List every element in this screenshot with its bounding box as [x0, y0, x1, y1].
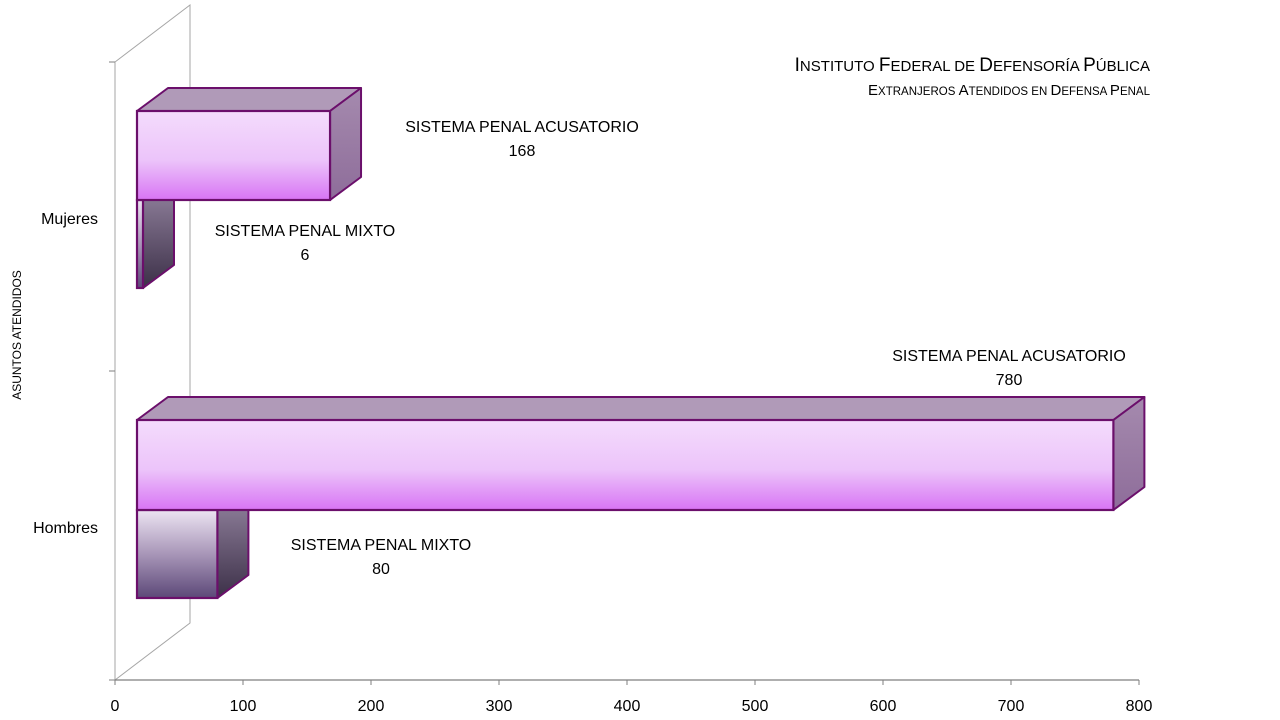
x-tick-label: 300	[486, 698, 513, 715]
x-tick-label: 500	[742, 698, 769, 715]
bar-mujeres-mixto-face	[135, 198, 145, 290]
bar-mujeres-acusatorio	[135, 87, 363, 202]
bar-hombres-acusatorio	[135, 396, 1146, 512]
bar-hombres-acusatorio-top	[136, 396, 1146, 421]
x-tick-label: 0	[111, 698, 120, 715]
data-label-series: SISTEMA PENAL MIXTO	[291, 537, 472, 554]
x-tick-label: 700	[998, 698, 1025, 715]
x-tick-label: 200	[358, 698, 385, 715]
chart-subtitle: EXTRANJEROS ATENDIDOS EN DEFENSA PENAL	[868, 82, 1151, 99]
data-label-hombres-mixto: SISTEMA PENAL MIXTO 80	[291, 537, 472, 578]
data-label-value: 168	[509, 143, 536, 160]
data-label-mujeres-acusatorio: SISTEMA PENAL ACUSATORIO 168	[405, 119, 639, 160]
data-label-mujeres-mixto: SISTEMA PENAL MIXTO 6	[215, 223, 396, 264]
bar-hombres-mixto-face	[135, 508, 219, 600]
data-label-series: SISTEMA PENAL ACUSATORIO	[405, 119, 639, 136]
data-label-hombres-acusatorio: SISTEMA PENAL ACUSATORIO 780	[892, 348, 1126, 389]
data-label-series: SISTEMA PENAL MIXTO	[215, 223, 396, 240]
chart-title: INSTITUTO FEDERAL DE DEFENSORÍA PÚBLICA	[795, 55, 1150, 76]
x-tick-label: 800	[1126, 698, 1153, 715]
bar-mujeres-acusatorio-face	[135, 109, 332, 202]
category-label: Mujeres	[41, 211, 98, 228]
data-label-value: 6	[301, 247, 310, 264]
x-axis: 0 100 200 300 400 500 600 700 800 Mujeres Hombres	[33, 211, 1152, 715]
back-wall	[114, 3, 191, 682]
category-label: Hombres	[33, 520, 98, 537]
x-tick-label: 100	[230, 698, 257, 715]
data-label-value: 780	[996, 372, 1023, 389]
y-axis-title: ASUNTOS ATENDIDOS	[10, 270, 24, 400]
data-label-series: SISTEMA PENAL ACUSATORIO	[892, 348, 1126, 365]
bar-hombres-acusatorio-face	[135, 418, 1115, 512]
bar-mujeres-acusatorio-top	[136, 87, 363, 112]
x-tick-label: 400	[614, 698, 641, 715]
x-tick-label: 600	[870, 698, 897, 715]
data-label-value: 80	[372, 561, 390, 578]
